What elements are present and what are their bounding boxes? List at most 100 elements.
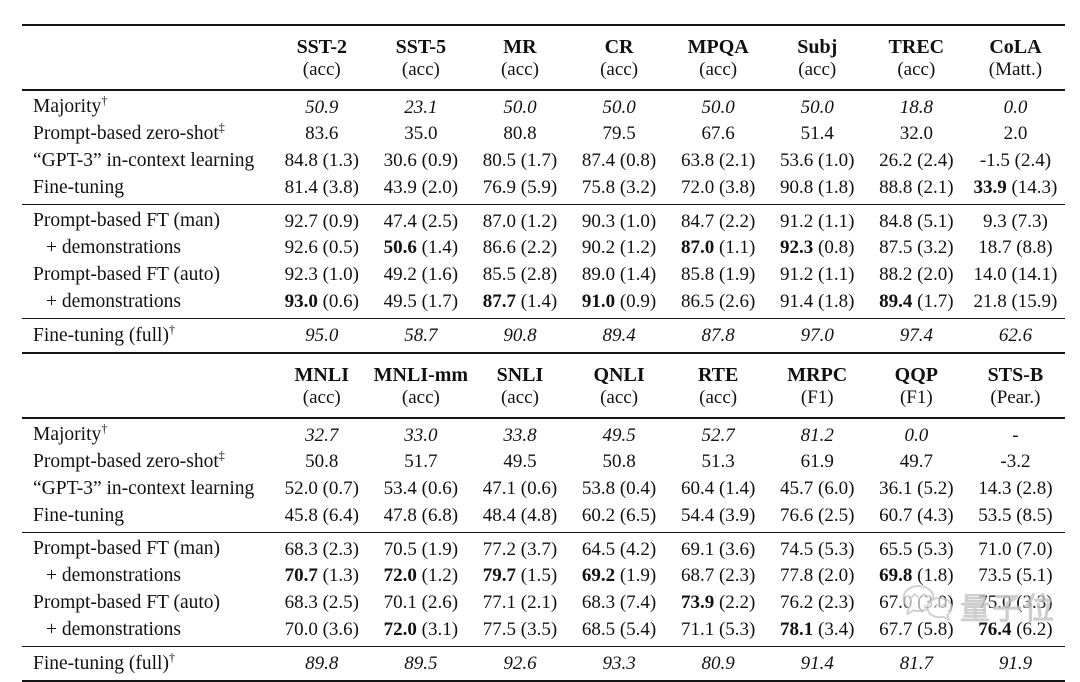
paper-results-figure: SST-2 SST-5 MR CR MPQA Subj TREC CoLA (acc) (acc)… bbox=[22, 24, 1065, 682]
table-row: Prompt-based FT (man) 92.7 (0.9) 47.4 (2.5… bbox=[22, 205, 1065, 235]
column-header-task: SST-5 bbox=[395, 36, 447, 58]
metric-cell: 52.7 bbox=[669, 418, 768, 448]
column-header-metric: (acc) bbox=[798, 59, 837, 80]
metric-value: 43.9 bbox=[383, 176, 417, 198]
metric-cell: 47.8 (6.8) bbox=[371, 502, 470, 533]
metric-std: (1.1) bbox=[714, 237, 756, 258]
metric-value: 0.0 bbox=[904, 424, 929, 446]
metric-cell: 36.1 (5.2) bbox=[867, 475, 966, 502]
metric-std: (3.4) bbox=[813, 618, 855, 640]
metric-cell: 49.5 bbox=[470, 448, 569, 475]
metric-cell: 75.0 (3.3) bbox=[966, 589, 1065, 616]
metric-std: (1.1) bbox=[813, 210, 855, 232]
table-row: Fine-tuning (full)† 95.0 58.7 90.8 89.4 87.8 9… bbox=[22, 319, 1065, 353]
results-table-sentence-pair: MNLI MNLI-mm SNLI QNLI RTE MRPC QQP STS-B (acc)(… bbox=[22, 352, 1065, 682]
metric-cell: 50.0 bbox=[768, 90, 867, 120]
metric-std: (0.5) bbox=[317, 237, 359, 258]
metric-value: -1.5 bbox=[979, 150, 1010, 171]
table-row: Majority† 50.9 23.1 50.0 50.0 50.0 50.0 18.8 0.0 bbox=[22, 90, 1065, 120]
metric-cell: 23.1 bbox=[371, 90, 470, 120]
footnote-marker: † bbox=[168, 650, 175, 665]
metric-value: 0.0 bbox=[1003, 96, 1028, 118]
metric-std: (2.4) bbox=[1009, 150, 1052, 171]
metric-std: (3.7) bbox=[516, 538, 558, 560]
metric-std: (2.0) bbox=[912, 264, 954, 285]
metric-value: 91.2 bbox=[780, 264, 814, 285]
metric-cell: 51.7 bbox=[371, 448, 470, 475]
metric-value: 91.0 bbox=[581, 290, 616, 312]
column-header-metric: (Matt.) bbox=[988, 59, 1043, 80]
metric-cell: 73.5 (5.1) bbox=[966, 562, 1065, 589]
metric-cell: 76.4 (6.2) bbox=[966, 616, 1065, 647]
row-label: + demonstrations bbox=[46, 237, 182, 258]
metric-cell: -3.2 bbox=[966, 448, 1065, 475]
metric-cell: 49.2 (1.6) bbox=[371, 261, 470, 288]
metric-cell: 18.7 (8.8) bbox=[966, 234, 1065, 261]
metric-cell: 79.7 (1.5) bbox=[470, 562, 569, 589]
metric-cell: 68.5 (5.4) bbox=[570, 616, 669, 647]
metric-cell: 53.6 (1.0) bbox=[768, 147, 867, 174]
metric-std: (2.2) bbox=[516, 237, 558, 258]
metric-cell: 80.5 (1.7) bbox=[470, 147, 569, 174]
corner-cell bbox=[22, 25, 272, 59]
metric-std: (8.5) bbox=[1011, 504, 1053, 526]
metric-cell: 87.0 (1.1) bbox=[669, 234, 768, 261]
metric-cell: 71.1 (5.3) bbox=[669, 616, 768, 647]
metric-value: 51.7 bbox=[404, 451, 438, 472]
metric-cell: 60.4 (1.4) bbox=[669, 475, 768, 502]
metric-value: 45.8 bbox=[284, 504, 318, 526]
metric-cell: 89.4 bbox=[570, 319, 669, 353]
metric-value: 93.0 bbox=[284, 290, 318, 312]
results-table-single-sentence: SST-2 SST-5 MR CR MPQA Subj TREC CoLA (acc) (acc)… bbox=[22, 24, 1065, 352]
metric-cell: 76.6 (2.5) bbox=[768, 502, 867, 533]
metric-std: (2.2) bbox=[714, 592, 756, 613]
metric-value: 87.0 bbox=[482, 210, 517, 232]
metric-value: 80.8 bbox=[503, 123, 537, 144]
metric-value: 68.5 bbox=[581, 618, 616, 640]
metric-value: 51.3 bbox=[701, 451, 735, 472]
metric-std: (1.2) bbox=[516, 210, 558, 232]
metric-std: (2.1) bbox=[912, 176, 954, 198]
metric-std: (2.5) bbox=[813, 504, 855, 526]
table-row: Fine-tuning 45.8 (6.4) 47.8 (6.8) 48.4 (4.8… bbox=[22, 502, 1065, 533]
metric-value: 79.5 bbox=[602, 123, 636, 144]
metric-value: 77.2 bbox=[482, 538, 517, 560]
metric-value: 90.8 bbox=[503, 325, 537, 346]
row-label: Prompt-based FT (man) bbox=[33, 538, 221, 559]
metric-value: 91.4 bbox=[800, 653, 834, 674]
metric-cell: 54.4 (3.9) bbox=[669, 502, 768, 533]
metric-value: 73.9 bbox=[680, 592, 715, 613]
metric-std: (2.5) bbox=[416, 210, 459, 232]
metric-cell: 67.6 bbox=[669, 120, 768, 147]
row-label: “GPT-3” in-context learning bbox=[33, 150, 255, 171]
metric-cell: 77.1 (2.1) bbox=[470, 589, 569, 616]
metric-value: 77.1 bbox=[482, 592, 517, 613]
metric-std: (1.0) bbox=[615, 210, 657, 232]
metric-cell: 53.8 (0.4) bbox=[570, 475, 669, 502]
metric-std: (2.1) bbox=[516, 592, 558, 613]
metric-cell: 48.4 (4.8) bbox=[470, 502, 569, 533]
row-label: Majority† bbox=[33, 93, 108, 117]
metric-value: 72.0 bbox=[680, 176, 715, 198]
column-header-task: TREC bbox=[888, 36, 945, 58]
metric-value: 58.7 bbox=[404, 325, 438, 346]
metric-value: 50.0 bbox=[503, 96, 537, 118]
metric-value: 33.0 bbox=[404, 424, 438, 446]
metric-std: (3.9) bbox=[714, 504, 756, 526]
metric-cell: 72.0 (3.1) bbox=[371, 616, 470, 647]
metric-value: 30.6 bbox=[383, 150, 417, 171]
metric-cell: 65.5 (5.3) bbox=[867, 533, 966, 563]
metric-value: 76.4 bbox=[978, 618, 1012, 640]
metric-value: 53.4 bbox=[383, 478, 417, 499]
column-header-task: SNLI bbox=[496, 364, 544, 386]
metric-std: (2.6) bbox=[714, 290, 756, 312]
metric-value: 62.6 bbox=[998, 325, 1033, 346]
metric-cell: 97.4 bbox=[867, 319, 966, 353]
metric-value: 90.2 bbox=[581, 237, 616, 258]
metric-cell: 83.6 bbox=[272, 120, 371, 147]
metric-std: (3.2) bbox=[912, 237, 954, 258]
metric-value: 32.7 bbox=[305, 424, 339, 446]
metric-cell: 32.7 bbox=[272, 418, 371, 448]
metric-cell: 78.1 (3.4) bbox=[768, 616, 867, 647]
metric-value: 49.5 bbox=[383, 290, 417, 312]
